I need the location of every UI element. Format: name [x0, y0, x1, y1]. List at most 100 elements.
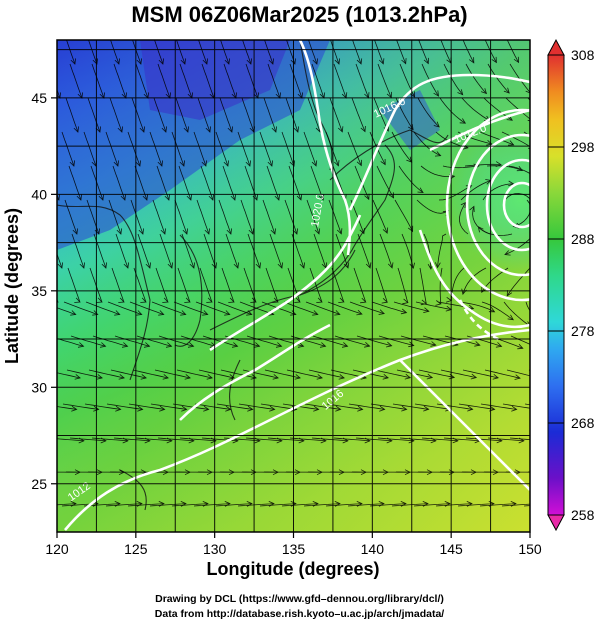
temperature-field: [57, 40, 530, 532]
streamline: [420, 165, 455, 177]
streamline: [525, 301, 530, 312]
streamline-arrow: [206, 297, 213, 303]
streamline-arrow: [113, 160, 119, 167]
streamline-arrow: [250, 297, 257, 303]
streamline: [57, 88, 61, 99]
x-axis: 120 125 130 135 140 145 150: [45, 532, 542, 557]
streamline: [308, 369, 345, 379]
y-tick-label: 40: [31, 186, 47, 202]
streamline-arrow: [319, 342, 327, 348]
streamline-arrow: [314, 228, 321, 235]
streamline: [152, 199, 166, 235]
streamline: [443, 437, 480, 442]
streamline-arrow: [408, 341, 415, 348]
streamline-arrow: [76, 194, 82, 201]
streamline-arrow: [73, 126, 79, 133]
streamline-arrow: [118, 374, 125, 380]
streamline: [282, 403, 319, 410]
streamline-arrow: [49, 58, 54, 64]
streamline: [285, 97, 299, 133]
streamline: [106, 403, 143, 410]
streamline: [439, 267, 443, 304]
streamline: [153, 97, 167, 133]
streamline: [127, 503, 164, 507]
streamline: [462, 369, 499, 379]
streamline: [487, 437, 524, 442]
streamline: [111, 267, 125, 303]
streamline: [306, 199, 320, 235]
streamline: [109, 97, 123, 133]
streamline-arrow: [117, 126, 123, 133]
streamline: [283, 301, 318, 315]
streamline: [131, 97, 145, 133]
streamline-arrow: [95, 126, 101, 133]
streamline: [391, 503, 428, 507]
streamline-arrow: [408, 124, 414, 131]
streamline: [352, 369, 389, 379]
streamline-arrow: [99, 342, 107, 348]
streamline: [309, 267, 323, 303]
streamline-arrow: [491, 56, 497, 64]
streamline: [394, 199, 413, 232]
streamline: [419, 267, 427, 304]
streamline-arrow: [139, 126, 145, 133]
streamline: [158, 335, 194, 347]
streamline: [462, 267, 487, 295]
streamline: [151, 301, 186, 315]
streamline: [157, 437, 194, 442]
streamline-arrow: [92, 310, 99, 316]
streamline-arrow: [470, 373, 478, 380]
streamline: [263, 97, 277, 133]
streamline: [461, 97, 490, 122]
streamline-arrow: [386, 341, 393, 348]
streamline: [216, 403, 253, 410]
streamline-arrow: [423, 405, 430, 412]
streamline-arrow: [433, 121, 440, 128]
streamline-arrow: [79, 262, 85, 269]
streamline: [501, 503, 530, 507]
streamline: [372, 199, 388, 234]
streamline-arrow: [426, 373, 434, 380]
streamline: [436, 403, 473, 410]
streamline: [349, 301, 385, 314]
streamline-arrow: [160, 228, 166, 235]
streamline-arrow: [417, 187, 424, 193]
streamline: [304, 403, 341, 410]
streamline-arrow: [533, 406, 538, 411]
streamline: [417, 97, 440, 128]
streamline: [113, 437, 150, 442]
streamline: [376, 165, 394, 199]
streamline: [377, 437, 414, 442]
streamline-arrow: [535, 177, 540, 182]
streamline-arrow: [292, 228, 298, 235]
streamline-arrow: [138, 228, 144, 235]
streamline-arrow: [513, 56, 520, 64]
streamline-arrow: [161, 126, 167, 133]
credit-line-2: Data from http://database.rish.kyoto–u.a…: [154, 608, 445, 620]
streamline-arrow: [184, 297, 191, 303]
streamline: [333, 63, 347, 99]
streamline-arrow: [504, 250, 511, 256]
streamline: [465, 437, 502, 442]
isobar-1016-edge: [418, 229, 530, 329]
streamline-arrow: [137, 405, 144, 412]
x-tick-label: 135: [282, 541, 306, 557]
streamline-arrow: [204, 228, 210, 235]
streamline-arrow: [359, 228, 365, 235]
isobar-1012-south: [64, 328, 530, 531]
streamline: [110, 369, 147, 379]
streamline-arrow: [338, 297, 345, 303]
streamline: [218, 199, 232, 235]
streamline-arrow: [402, 298, 409, 305]
streamline-arrow: [364, 193, 370, 201]
streamline-arrow: [381, 298, 389, 304]
streamline: [87, 97, 101, 133]
streamline: [135, 63, 149, 99]
streamline-arrow: [140, 297, 147, 303]
streamline: [61, 131, 75, 167]
streamline: [311, 437, 348, 442]
streamline-arrow: [158, 58, 164, 65]
low-ring-4: [502, 181, 530, 229]
streamline: [325, 131, 339, 166]
streamline-arrow: [435, 300, 442, 306]
